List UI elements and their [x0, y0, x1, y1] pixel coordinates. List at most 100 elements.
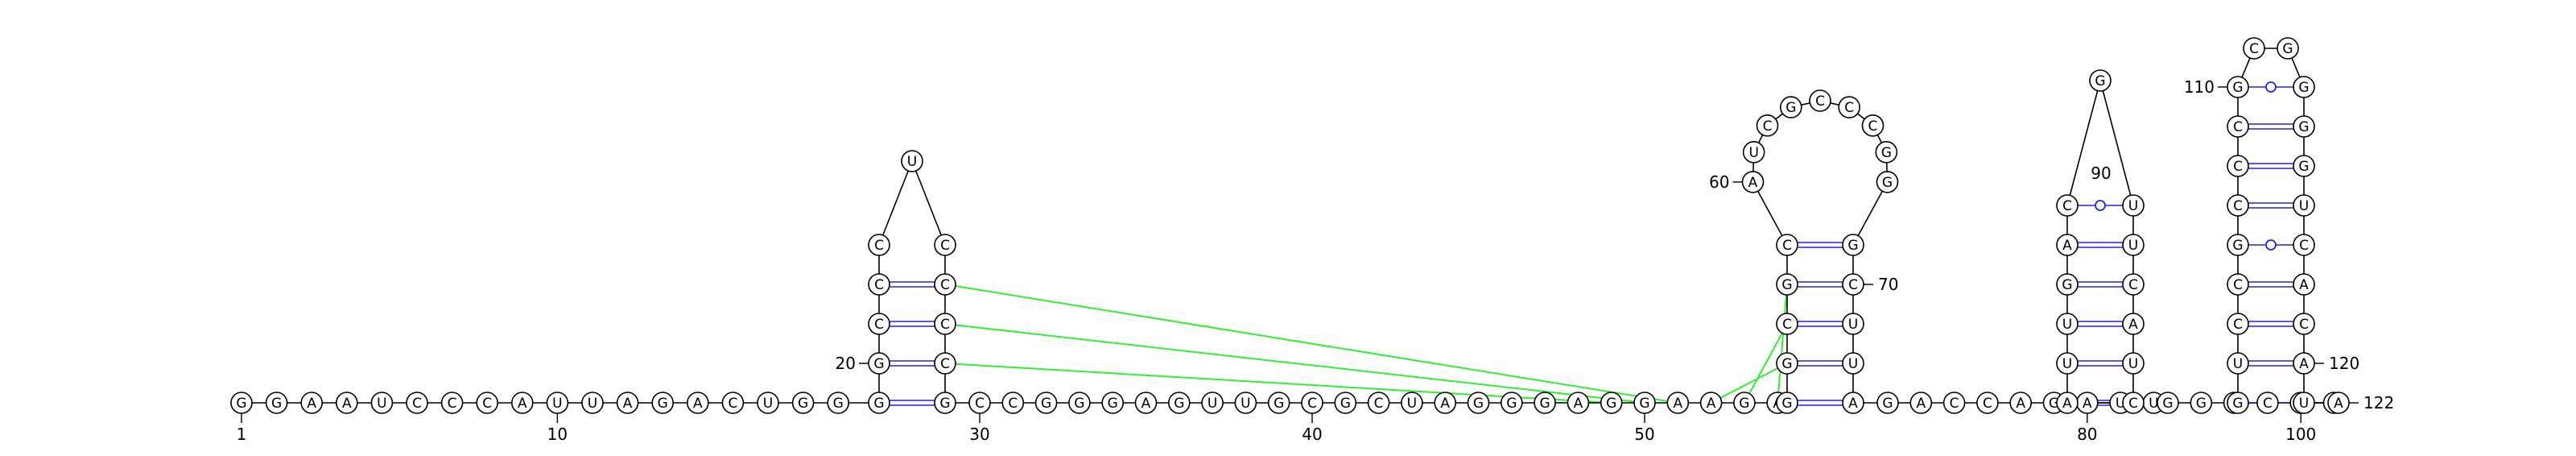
nucleotide-16: U [757, 392, 779, 414]
pseudoknot-line [944, 284, 1678, 404]
nucleotide-84: U [2056, 352, 2079, 375]
nucleotide-109: C [2227, 115, 2249, 138]
pseudoknot-line [944, 363, 1612, 404]
nucleotide-letter: G [1881, 145, 1892, 161]
nucleotide-17: G [791, 392, 815, 414]
nucleotide-6: C [406, 392, 428, 414]
nucleotide-61: U [1742, 141, 1765, 164]
nucleotide-letter: C [482, 396, 492, 412]
position-number-label: 60 [1709, 172, 1729, 192]
nucleotide-letter: C [940, 356, 950, 372]
nucleotide-letter: A [2016, 396, 2025, 412]
nucleotide-87: A [2056, 234, 2079, 256]
nucleotide-20: G [868, 352, 890, 375]
nucleotide-93: A [2122, 313, 2145, 335]
nucleotide-letter: G [833, 396, 844, 412]
nucleotide-114: G [2293, 115, 2315, 138]
nucleotide-68: G [1876, 171, 1899, 193]
nucleotide-letter: A [2299, 356, 2309, 372]
nucleotide-23: C [868, 234, 890, 256]
nucleotide-115: G [2293, 155, 2315, 177]
nucleotide-5: U [370, 392, 394, 414]
backbone-segment [878, 160, 913, 246]
nucleotide-24: U [901, 150, 923, 172]
backbone-layer [242, 48, 2339, 404]
nucleotide-9: A [510, 392, 534, 414]
nucleotide-108: C [2227, 155, 2249, 177]
nucleotide-letter: G [1041, 396, 1051, 412]
nucleotide-letter: A [2334, 396, 2343, 412]
wobble-marker [2265, 239, 2277, 251]
nucleotide-letter: C [1763, 118, 1773, 135]
nucleotide-119: C [2293, 313, 2315, 335]
nucleotide-50: G [1633, 392, 1656, 414]
nucleotide-letter: G [1340, 396, 1351, 412]
position-number-label: 110 [2184, 77, 2215, 97]
nucleotide-letter: G [1274, 396, 1284, 412]
nucleotide-letter: G [1781, 356, 1792, 372]
nucleotide-122: A [2327, 392, 2350, 414]
nucleotide-letter: U [2233, 356, 2243, 372]
nucleotide-letter: C [1844, 100, 1854, 116]
nucleotide-44: A [1434, 392, 1456, 414]
nucleotide-64: C [1809, 89, 1831, 112]
position-number-label: 50 [1634, 425, 1654, 444]
position-number-label: 100 [2285, 425, 2316, 444]
nucleotide-118: A [2293, 273, 2315, 296]
nucleotide-74: G [1876, 392, 1899, 414]
nucleotide-72: U [1842, 352, 1864, 375]
backbone-segment [2066, 80, 2101, 206]
nucleotide-13: G [651, 392, 675, 414]
nucleotide-92: C [2122, 273, 2145, 296]
nucleotide-73: A [1842, 392, 1864, 414]
nucleotide-letter: G [1882, 396, 1893, 412]
nucleotide-letter: G [873, 396, 884, 412]
position-number-label: 122 [2363, 393, 2394, 412]
position-number-label: 70 [1878, 275, 1898, 294]
position-number-label: 40 [1302, 425, 1322, 444]
nucleotide-33: G [1068, 392, 1091, 414]
nucleotide-83: A [2056, 392, 2079, 414]
nucleotide-14: A [686, 392, 709, 414]
base-pair-layer [890, 81, 2293, 408]
nucleotide-letter: U [552, 396, 562, 412]
nucleotide-34: G [1101, 392, 1124, 414]
position-number-label: 90 [2091, 164, 2111, 183]
position-number-20: 20 [836, 354, 869, 373]
nucleotide-letter: U [2299, 198, 2309, 214]
nucleotide-69: G [1842, 234, 1864, 256]
nucleotide-letter: U [1748, 145, 1758, 161]
nucleotide-letter: C [2299, 238, 2309, 254]
position-number-label: 120 [2329, 354, 2359, 373]
nucleotide-letter: G [1785, 100, 1796, 116]
nucleotide-19: G [868, 392, 890, 414]
nucleotide-85: U [2056, 313, 2079, 335]
nucleotide-21: C [868, 313, 890, 335]
position-number-70: 70 [1864, 275, 1898, 294]
nucleotide-96: G [2157, 392, 2179, 414]
nucleotide-47: G [1534, 392, 1556, 414]
nucleotide-letter: U [2128, 198, 2138, 214]
nucleotide-12: A [616, 392, 639, 414]
nucleotide-4: A [335, 392, 358, 414]
nucleotide-letter: C [448, 396, 457, 412]
nucleotide-113: G [2293, 76, 2315, 98]
pseudoknot-line [944, 323, 1645, 404]
nucleotide-letter: A [307, 396, 316, 412]
nucleotide-letter: G [2232, 396, 2243, 412]
nucleotide-80: A [2076, 392, 2099, 414]
nucleotide-62: C [1756, 114, 1779, 137]
nucleotide-letter: A [1848, 396, 1858, 412]
nucleotide-22: C [868, 273, 890, 296]
nucleotide-letter: C [940, 277, 950, 293]
nucleotide-110: G [2227, 76, 2249, 98]
nucleotide-91: U [2122, 234, 2145, 256]
nucleotide-letter: G [658, 396, 668, 412]
nucleotide-letter: G [1739, 396, 1749, 412]
nucleotide-letter: C [975, 396, 985, 412]
nucleotide-120: A [2293, 352, 2315, 375]
nucleotide-106: G [2227, 234, 2249, 256]
nucleotide-31: C [1001, 392, 1025, 414]
nucleotide-letter: C [1950, 396, 1959, 412]
